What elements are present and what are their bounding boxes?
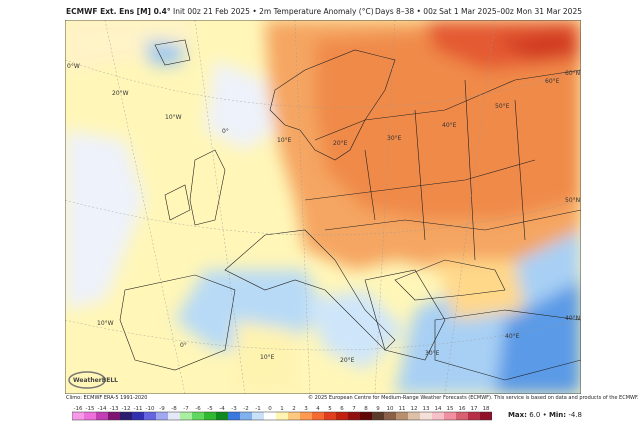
max-min-readout: Max: 6.0 • Min: -4.8 — [507, 411, 582, 419]
colorbar-tick: -11 — [134, 406, 143, 412]
weatherbell-logo: WeatherBELL — [68, 371, 118, 389]
colorbar-swatch — [264, 412, 276, 420]
colorbar-tick: 2 — [292, 406, 296, 412]
grid-label: 0°W — [67, 63, 80, 70]
colorbar-swatch — [372, 412, 384, 420]
colorbar-swatch — [480, 412, 492, 420]
colorbar-tick: 18 — [483, 406, 490, 412]
colorbar-swatch — [204, 412, 216, 420]
colorbar-tick: 5 — [328, 406, 332, 412]
colorbar-tick: -4 — [219, 406, 225, 412]
colorbar-swatch — [216, 412, 228, 420]
colorbar-tick: 11 — [399, 406, 406, 412]
grid-label: 50°E — [495, 103, 510, 110]
colorbar-swatch — [96, 412, 108, 420]
colorbar-swatch — [288, 412, 300, 420]
climatology-note: Climo: ECMWF ERA-5 1991-2020 — [66, 395, 148, 401]
svg-text:WeatherBELL: WeatherBELL — [73, 377, 118, 384]
colorbar-swatch — [156, 412, 168, 420]
colorbar-tick: -9 — [159, 406, 165, 412]
colorbar-tick: 6 — [340, 406, 344, 412]
colorbar-tick: -6 — [195, 406, 201, 412]
colorbar-swatch — [336, 412, 348, 420]
colorbar-tick: -3 — [231, 406, 237, 412]
grid-label: 10°W — [97, 320, 114, 327]
grid-label: 20°E — [340, 357, 355, 364]
colorbar-swatch — [192, 412, 204, 420]
colorbar-tick: 15 — [447, 406, 454, 412]
colorbar-swatch — [300, 412, 312, 420]
colorbar-tick: 12 — [411, 406, 418, 412]
colorbar-swatch — [456, 412, 468, 420]
colorbar-tick: -16 — [74, 406, 83, 412]
colorbar-tick: 3 — [304, 406, 308, 412]
colorbar-swatch — [240, 412, 252, 420]
grid-label: 50°N — [565, 197, 580, 204]
colorbar-swatch — [72, 412, 84, 420]
colorbar-tick: -10 — [146, 406, 155, 412]
grid-label: 40°E — [505, 333, 520, 340]
colorbar-swatch — [132, 412, 144, 420]
colorbar-swatch — [252, 412, 264, 420]
colorbar: -16 -15 -14 -13 -12 -11 -10 -9 -8 -7 -6 -5 -4 -3 -2 -1 0… — [72, 406, 492, 421]
colorbar-tick: 14 — [435, 406, 442, 412]
colorbar-swatch — [432, 412, 444, 420]
colorbar-swatch — [276, 412, 288, 420]
copyright-note: © 2025 European Centre for Medium-Range … — [308, 395, 639, 401]
colorbar-tick: -13 — [110, 406, 119, 412]
colorbar-tick: 4 — [316, 406, 320, 412]
grid-label: 30°E — [387, 135, 402, 142]
colorbar-tick: 10 — [387, 406, 394, 412]
colorbar-swatch — [312, 412, 324, 420]
colorbar-tick: 9 — [376, 406, 380, 412]
colorbar-swatch — [444, 412, 456, 420]
colorbar-swatch — [108, 412, 120, 420]
valid-range: Days 8–38 • 00z Sat 1 Mar 2025–00z Mon 3… — [374, 7, 582, 16]
grid-label: 10°E — [277, 137, 292, 144]
colorbar-tick: -14 — [98, 406, 107, 412]
colorbar-tick: 16 — [459, 406, 466, 412]
colorbar-tick: 8 — [364, 406, 368, 412]
colorbar-tick: -2 — [243, 406, 248, 412]
grid-label: 10°W — [165, 114, 182, 121]
colorbar-swatch — [84, 412, 96, 420]
colorbar-tick: 7 — [352, 406, 356, 412]
grid-label: 40°E — [442, 122, 457, 129]
colorbar-swatch — [180, 412, 192, 420]
temperature-anomaly-map: 0°W 20°W 10°W 0° 10°E 20°E 30°E 40°E 50°… — [65, 20, 581, 394]
colorbar-swatch — [420, 412, 432, 420]
colorbar-tick: -12 — [122, 406, 131, 412]
colorbar-tick: -15 — [86, 406, 95, 412]
grid-label: 20°E — [333, 140, 348, 147]
colorbar-tick: -7 — [183, 406, 189, 412]
colorbar-swatch — [468, 412, 480, 420]
grid-label: 0° — [222, 128, 229, 135]
map-title: ECMWF Ext. Ens [M] 0.4° Init 00z 21 Feb … — [66, 7, 374, 16]
colorbar-swatch — [396, 412, 408, 420]
grid-label: 40°N — [565, 315, 580, 322]
grid-label: 60°E — [545, 78, 560, 85]
grid-label: 20°W — [112, 90, 129, 97]
colorbar-swatch — [408, 412, 420, 420]
grid-label: 10°E — [260, 354, 275, 361]
colorbar-swatch — [348, 412, 360, 420]
colorbar-tick: -1 — [255, 406, 260, 412]
colorbar-swatch — [144, 412, 156, 420]
colorbar-tick: 13 — [423, 406, 430, 412]
colorbar-tick: 17 — [471, 406, 478, 412]
colorbar-swatch — [120, 412, 132, 420]
colorbar-swatch — [384, 412, 396, 420]
colorbar-tick: -5 — [207, 406, 213, 412]
colorbar-tick: 1 — [280, 406, 284, 412]
colorbar-swatch — [360, 412, 372, 420]
colorbar-tick: 0 — [268, 406, 272, 412]
colorbar-swatch — [228, 412, 240, 420]
grid-label: 60°N — [565, 70, 580, 77]
grid-label: 30°E — [425, 350, 440, 357]
grid-label: 0° — [180, 342, 187, 349]
colorbar-tick: -8 — [171, 406, 177, 412]
colorbar-swatch — [168, 412, 180, 420]
colorbar-swatch — [324, 412, 336, 420]
